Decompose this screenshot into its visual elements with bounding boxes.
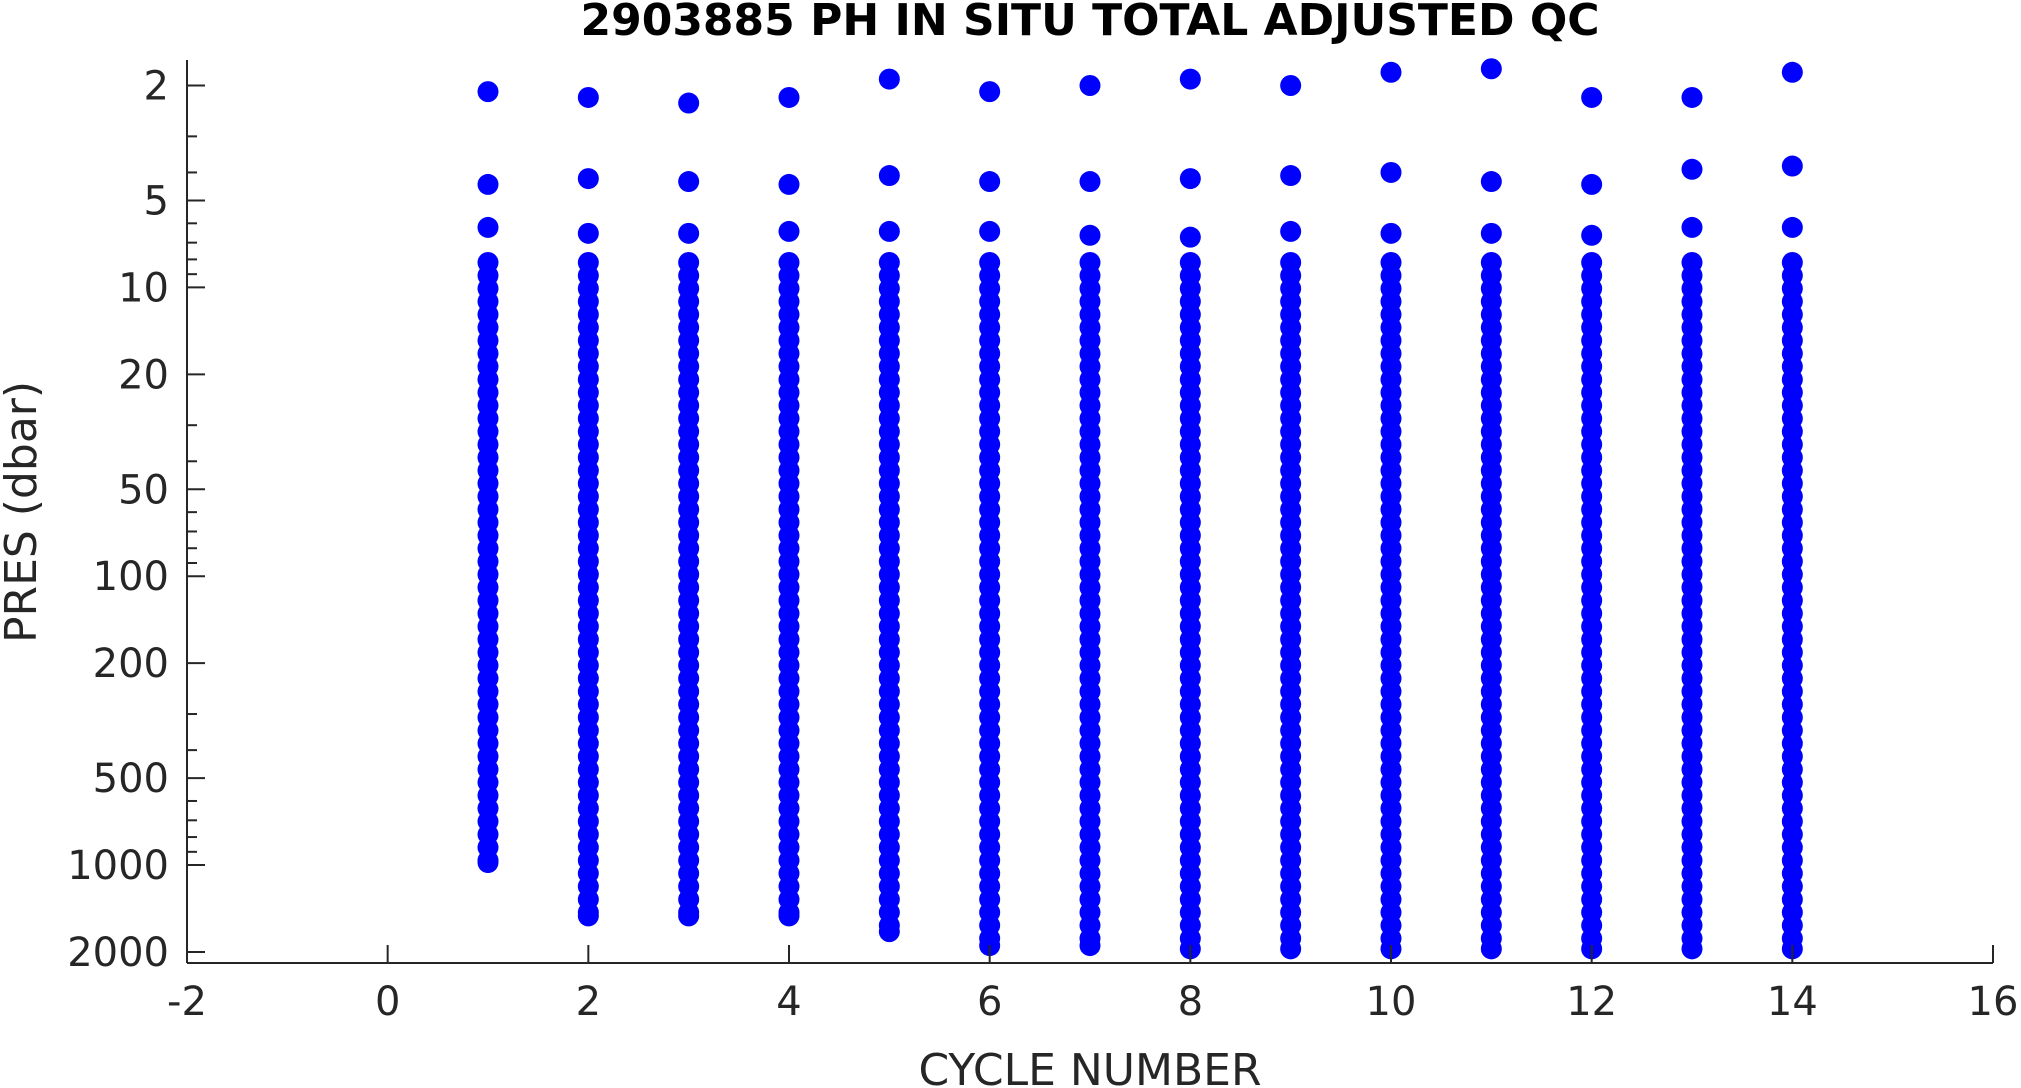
data-point [1681,86,1703,108]
data-point [678,222,700,244]
data-point [1480,938,1502,960]
data-point [678,905,700,927]
data-point [1179,68,1201,90]
x-tick-label: 14 [1767,979,1818,1025]
data-points [477,58,1803,960]
x-axis-ticks: -2 0 2 4 6 8 10 12 14 16 [167,945,2018,1025]
data-point [1781,216,1803,238]
data-point [477,216,499,238]
data-point [1280,165,1302,187]
y-tick-label: 2 [144,64,169,110]
data-point [878,921,900,943]
data-point [878,220,900,242]
x-tick-label: -2 [167,979,207,1025]
y-tick-label: 10 [118,265,169,311]
x-tick-label: 2 [576,979,601,1025]
data-point [1380,161,1402,183]
data-point [1480,171,1502,193]
x-tick-label: 10 [1366,979,1417,1025]
data-point [1280,938,1302,960]
data-point [878,68,900,90]
y-tick-label: 50 [118,467,169,513]
data-point [577,905,599,927]
data-point [577,222,599,244]
data-point [1581,86,1603,108]
y-tick-label: 20 [118,352,169,398]
data-point [878,165,900,187]
data-point [1681,158,1703,180]
x-tick-label: 6 [977,979,1002,1025]
data-point [979,171,1001,193]
x-tick-label: 0 [375,979,400,1025]
data-point [1179,226,1201,248]
data-point [778,173,800,195]
data-point [778,86,800,108]
y-tick-label: 5 [144,178,169,224]
data-point [477,852,499,874]
data-point [979,220,1001,242]
data-point [1179,168,1201,190]
x-tick-label: 4 [776,979,801,1025]
data-point [1079,171,1101,193]
data-point [1581,173,1603,195]
data-point [1079,224,1101,246]
y-axis-ticks: 2 5 10 20 50 100 200 500 1000 2000 [67,64,205,976]
data-point [979,81,1001,103]
y-axis-title: PRES (dbar) [0,381,47,643]
data-point [577,86,599,108]
data-point [1681,938,1703,960]
x-tick-label: 12 [1566,979,1617,1025]
data-point [1280,75,1302,96]
data-point [678,171,700,193]
data-point [1581,224,1603,246]
data-point [1781,155,1803,177]
data-point [1480,58,1502,80]
data-point [778,905,800,927]
data-point [477,173,499,195]
x-tick-label: 8 [1178,979,1203,1025]
y-tick-label: 500 [93,756,169,802]
x-tick-label: 16 [1968,979,2019,1025]
data-point [1380,61,1402,83]
y-tick-label: 100 [93,554,169,600]
data-point [577,168,599,190]
data-point [1480,222,1502,244]
data-point [1380,222,1402,244]
data-point [1280,220,1302,242]
chart-title: 2903885 PH IN SITU TOTAL ADJUSTED QC [580,0,1599,46]
data-point [678,92,700,114]
data-point [1079,935,1101,957]
y-tick-label: 1000 [67,843,169,889]
y-tick-label: 200 [93,641,169,687]
x-axis-title: CYCLE NUMBER [918,1045,1261,1088]
y-tick-label: 2000 [67,930,169,976]
data-point [1681,216,1703,238]
data-point [778,220,800,242]
data-point [1079,75,1101,96]
data-point [477,81,499,103]
data-point [1781,61,1803,83]
